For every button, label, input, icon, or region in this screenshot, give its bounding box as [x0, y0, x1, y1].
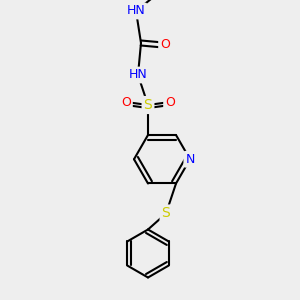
- Text: N: N: [185, 153, 195, 166]
- Text: O: O: [165, 95, 175, 109]
- Text: S: S: [162, 206, 170, 220]
- Text: O: O: [160, 38, 170, 52]
- Text: HN: HN: [129, 68, 147, 82]
- Text: O: O: [121, 95, 131, 109]
- Text: S: S: [144, 98, 152, 112]
- Text: HN: HN: [127, 4, 146, 17]
